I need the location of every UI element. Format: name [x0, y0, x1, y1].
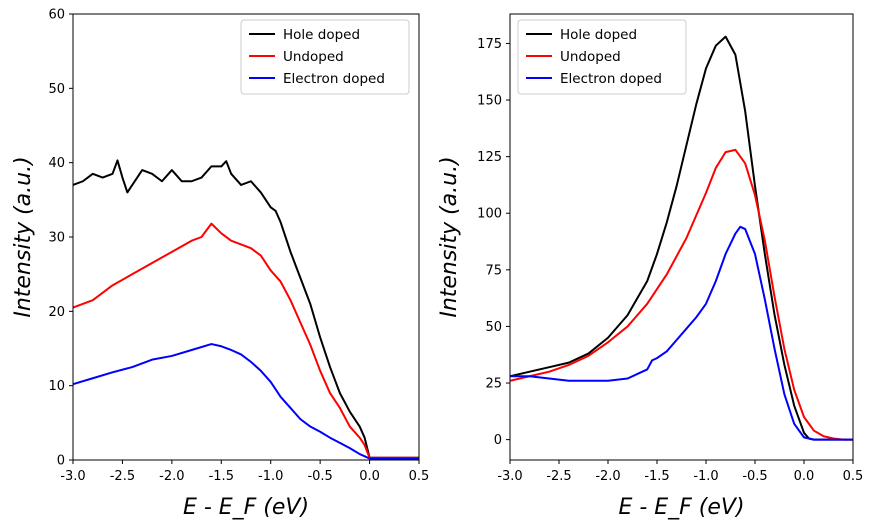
series-line-electron-doped [510, 225, 853, 441]
x-tick-label: -2.0 [159, 469, 184, 484]
y-tick-label: 10 [48, 379, 65, 394]
y-tick-label: 25 [485, 377, 502, 392]
x-tick-label: -2.5 [546, 469, 571, 484]
y-tick-label: 100 [477, 207, 502, 222]
x-tick-label: 0.5 [409, 469, 430, 484]
y-tick-label: 0 [494, 433, 502, 448]
y-tick-label: 125 [477, 150, 502, 165]
axes-frame [509, 13, 854, 461]
y-tick-label: 50 [48, 82, 65, 97]
legend: Hole doped Undoped Electron doped [517, 19, 687, 95]
series-line-hole-doped [73, 159, 419, 459]
x-tick-label: -2.0 [595, 469, 620, 484]
legend-entry-label: Undoped [283, 49, 344, 65]
legend-box [517, 19, 687, 95]
legend-entry-label: Hole doped [283, 27, 360, 43]
y-tick-label: 30 [48, 231, 65, 246]
y-tick-label: 50 [485, 320, 502, 335]
y-tick-label: 60 [48, 8, 65, 23]
series-line-electron-doped [73, 343, 419, 460]
x-tick-label: -1.5 [209, 469, 234, 484]
x-axis-label: E - E_F (eV) [183, 495, 309, 520]
legend-entry-label: Undoped [560, 49, 621, 65]
x-tick-label: 0.0 [359, 469, 380, 484]
x-axis-label: E - E_F (eV) [618, 495, 744, 520]
y-tick-label: 40 [48, 156, 65, 171]
chart-panel-2: -3.0 -2.5 -2.0 -1.5 -1.0 -0.5 0.0 0.5 0 25 50 75 100… [437, 13, 864, 520]
y-tick-label: 0 [57, 454, 65, 469]
legend-entry-label: Hole doped [560, 27, 637, 43]
x-tick-label: 0.0 [794, 469, 815, 484]
x-tick-label: -1.5 [644, 469, 669, 484]
x-tick-label: -1.0 [693, 469, 718, 484]
legend-entry-label: Electron doped [560, 71, 662, 87]
x-tick-label: -0.5 [307, 469, 332, 484]
y-tick-label: 150 [477, 94, 502, 109]
x-tick-label: -1.0 [258, 469, 283, 484]
y-tick-label: 175 [477, 37, 502, 52]
y-axis-label: Intensity (a.u.) [437, 156, 462, 317]
x-tick-label: 0.5 [843, 469, 864, 484]
legend-entry-label: Electron doped [283, 71, 385, 87]
y-tick-label: 20 [48, 305, 65, 320]
legend-box [240, 19, 410, 95]
chart-panel-1: -3.0 -2.5 -2.0 -1.5 -1.0 -0.5 0.0 0.5 0 10 20 30 40 5… [11, 8, 429, 521]
x-tick-label: -0.5 [742, 469, 767, 484]
x-tick-label: -3.0 [60, 469, 85, 484]
x-tick-label: -3.0 [497, 469, 522, 484]
series-line-undoped [73, 222, 419, 459]
series-line-undoped [510, 148, 853, 441]
y-tick-label: 75 [485, 263, 502, 278]
x-tick-label: -2.5 [110, 469, 135, 484]
y-axis-label: Intensity (a.u.) [11, 156, 36, 317]
legend: Hole doped Undoped Electron doped [240, 19, 410, 95]
